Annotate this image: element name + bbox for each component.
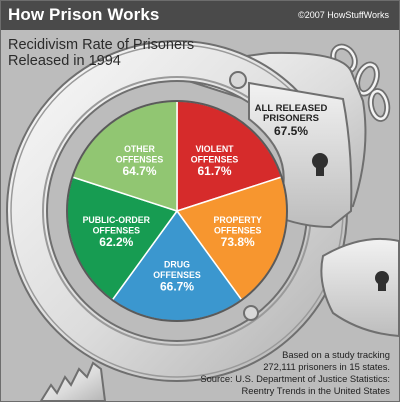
keyhole-icon — [312, 153, 328, 176]
rivet-icon — [229, 71, 247, 89]
pie-outline — [66, 100, 288, 322]
keyhole-icon — [375, 271, 389, 291]
slice-value-label: 64.7% — [122, 164, 156, 178]
ratchet-teeth — [39, 361, 107, 401]
second-cuff — [320, 237, 399, 338]
source-line: Reentry Trends in the United States — [241, 385, 390, 396]
source-line: Source: U.S. Department of Justice Stati… — [200, 373, 390, 384]
slice-category-label: OFFENSES — [214, 226, 262, 236]
slice-category-label: OTHER — [124, 144, 155, 154]
slice-category-label: OFFENSES — [153, 270, 201, 280]
slice-category-label: OFFENSES — [93, 226, 141, 236]
subtitle-line: Released in 1994 — [8, 53, 121, 69]
page-title: How Prison Works — [8, 5, 160, 24]
slice-category-label: PUBLIC-ORDER — [83, 215, 151, 225]
slice-category-label: DRUG — [164, 259, 190, 269]
source-line: Based on a study tracking — [282, 349, 390, 360]
overall-value: 67.5% — [274, 124, 308, 138]
slice-value-label: 66.7% — [160, 279, 194, 293]
slice-category-label: OFFENSES — [191, 154, 239, 164]
pie-chart: VIOLENTOFFENSES61.7%PROPERTYOFFENSES73.8… — [66, 100, 288, 322]
overall-label-line: PRISONERS — [263, 113, 319, 124]
overall-label-line: ALL RELEASED — [255, 103, 328, 114]
chart-subtitle: Recidivism Rate of Prisoners Released in… — [8, 37, 248, 69]
slice-value-label: 73.8% — [221, 235, 255, 249]
slice-value-label: 61.7% — [197, 164, 231, 178]
slice-value-label: 62.2% — [99, 235, 133, 249]
slice-category-label: VIOLENT — [195, 144, 234, 154]
slice-category-label: OFFENSES — [116, 154, 164, 164]
slice-category-label: PROPERTY — [213, 215, 262, 225]
header-bar: How Prison Works ©2007 HowStuffWorks — [1, 1, 399, 30]
rivet-icon — [243, 305, 259, 321]
source-note: Based on a study tracking 272,111 prison… — [150, 349, 390, 397]
copyright-text: ©2007 HowStuffWorks — [298, 10, 389, 20]
subtitle-line: Recidivism Rate of Prisoners — [8, 37, 195, 53]
source-line: 272,111 prisoners in 15 states. — [263, 361, 390, 372]
cuff-lock-box — [248, 81, 353, 229]
